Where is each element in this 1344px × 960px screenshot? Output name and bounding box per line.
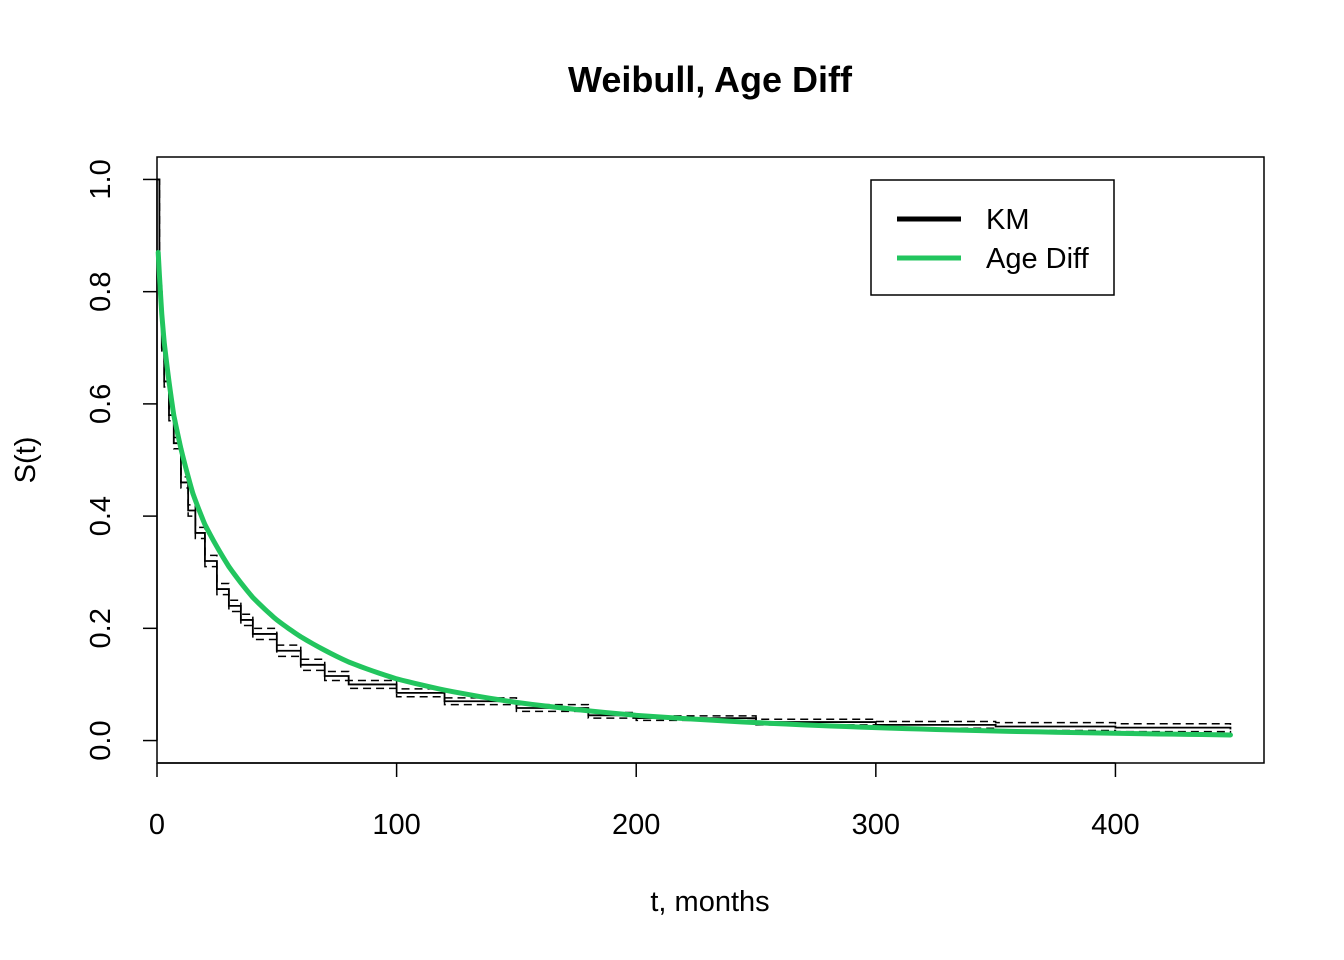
x-tick-label: 100 (372, 809, 420, 841)
legend-box (870, 179, 1115, 296)
y-tick-label: 0.2 (85, 608, 117, 648)
legend-label-km: KM (986, 204, 1030, 236)
y-axis-label: S(t) (10, 437, 42, 484)
chart-title: Weibull, Age Diff (568, 59, 853, 100)
km-ci-upper (157, 178, 1232, 725)
y-tick-label: 0.6 (85, 384, 117, 424)
y-tick-label: 1.0 (85, 159, 117, 199)
x-tick-label: 200 (612, 809, 660, 841)
legend: KM Age Diff (870, 179, 1115, 296)
age-diff-line (155, 249, 1233, 738)
y-tick-label: 0.8 (85, 272, 117, 312)
x-axis-label: t, months (650, 886, 769, 918)
y-tick-label: 0.0 (85, 720, 117, 760)
x-axis: 0 100 200 300 400 (149, 762, 1140, 841)
legend-label-age-diff: Age Diff (986, 243, 1090, 275)
km-ci-upper-path (157, 178, 1232, 725)
y-axis: 0.0 0.2 0.4 0.6 0.8 1.0 (85, 159, 158, 761)
y-tick-label: 0.4 (85, 496, 117, 536)
x-tick-label: 0 (149, 809, 165, 841)
x-tick-label: 400 (1091, 809, 1139, 841)
x-tick-label: 300 (852, 809, 900, 841)
age-diff-series-path (155, 249, 1233, 738)
